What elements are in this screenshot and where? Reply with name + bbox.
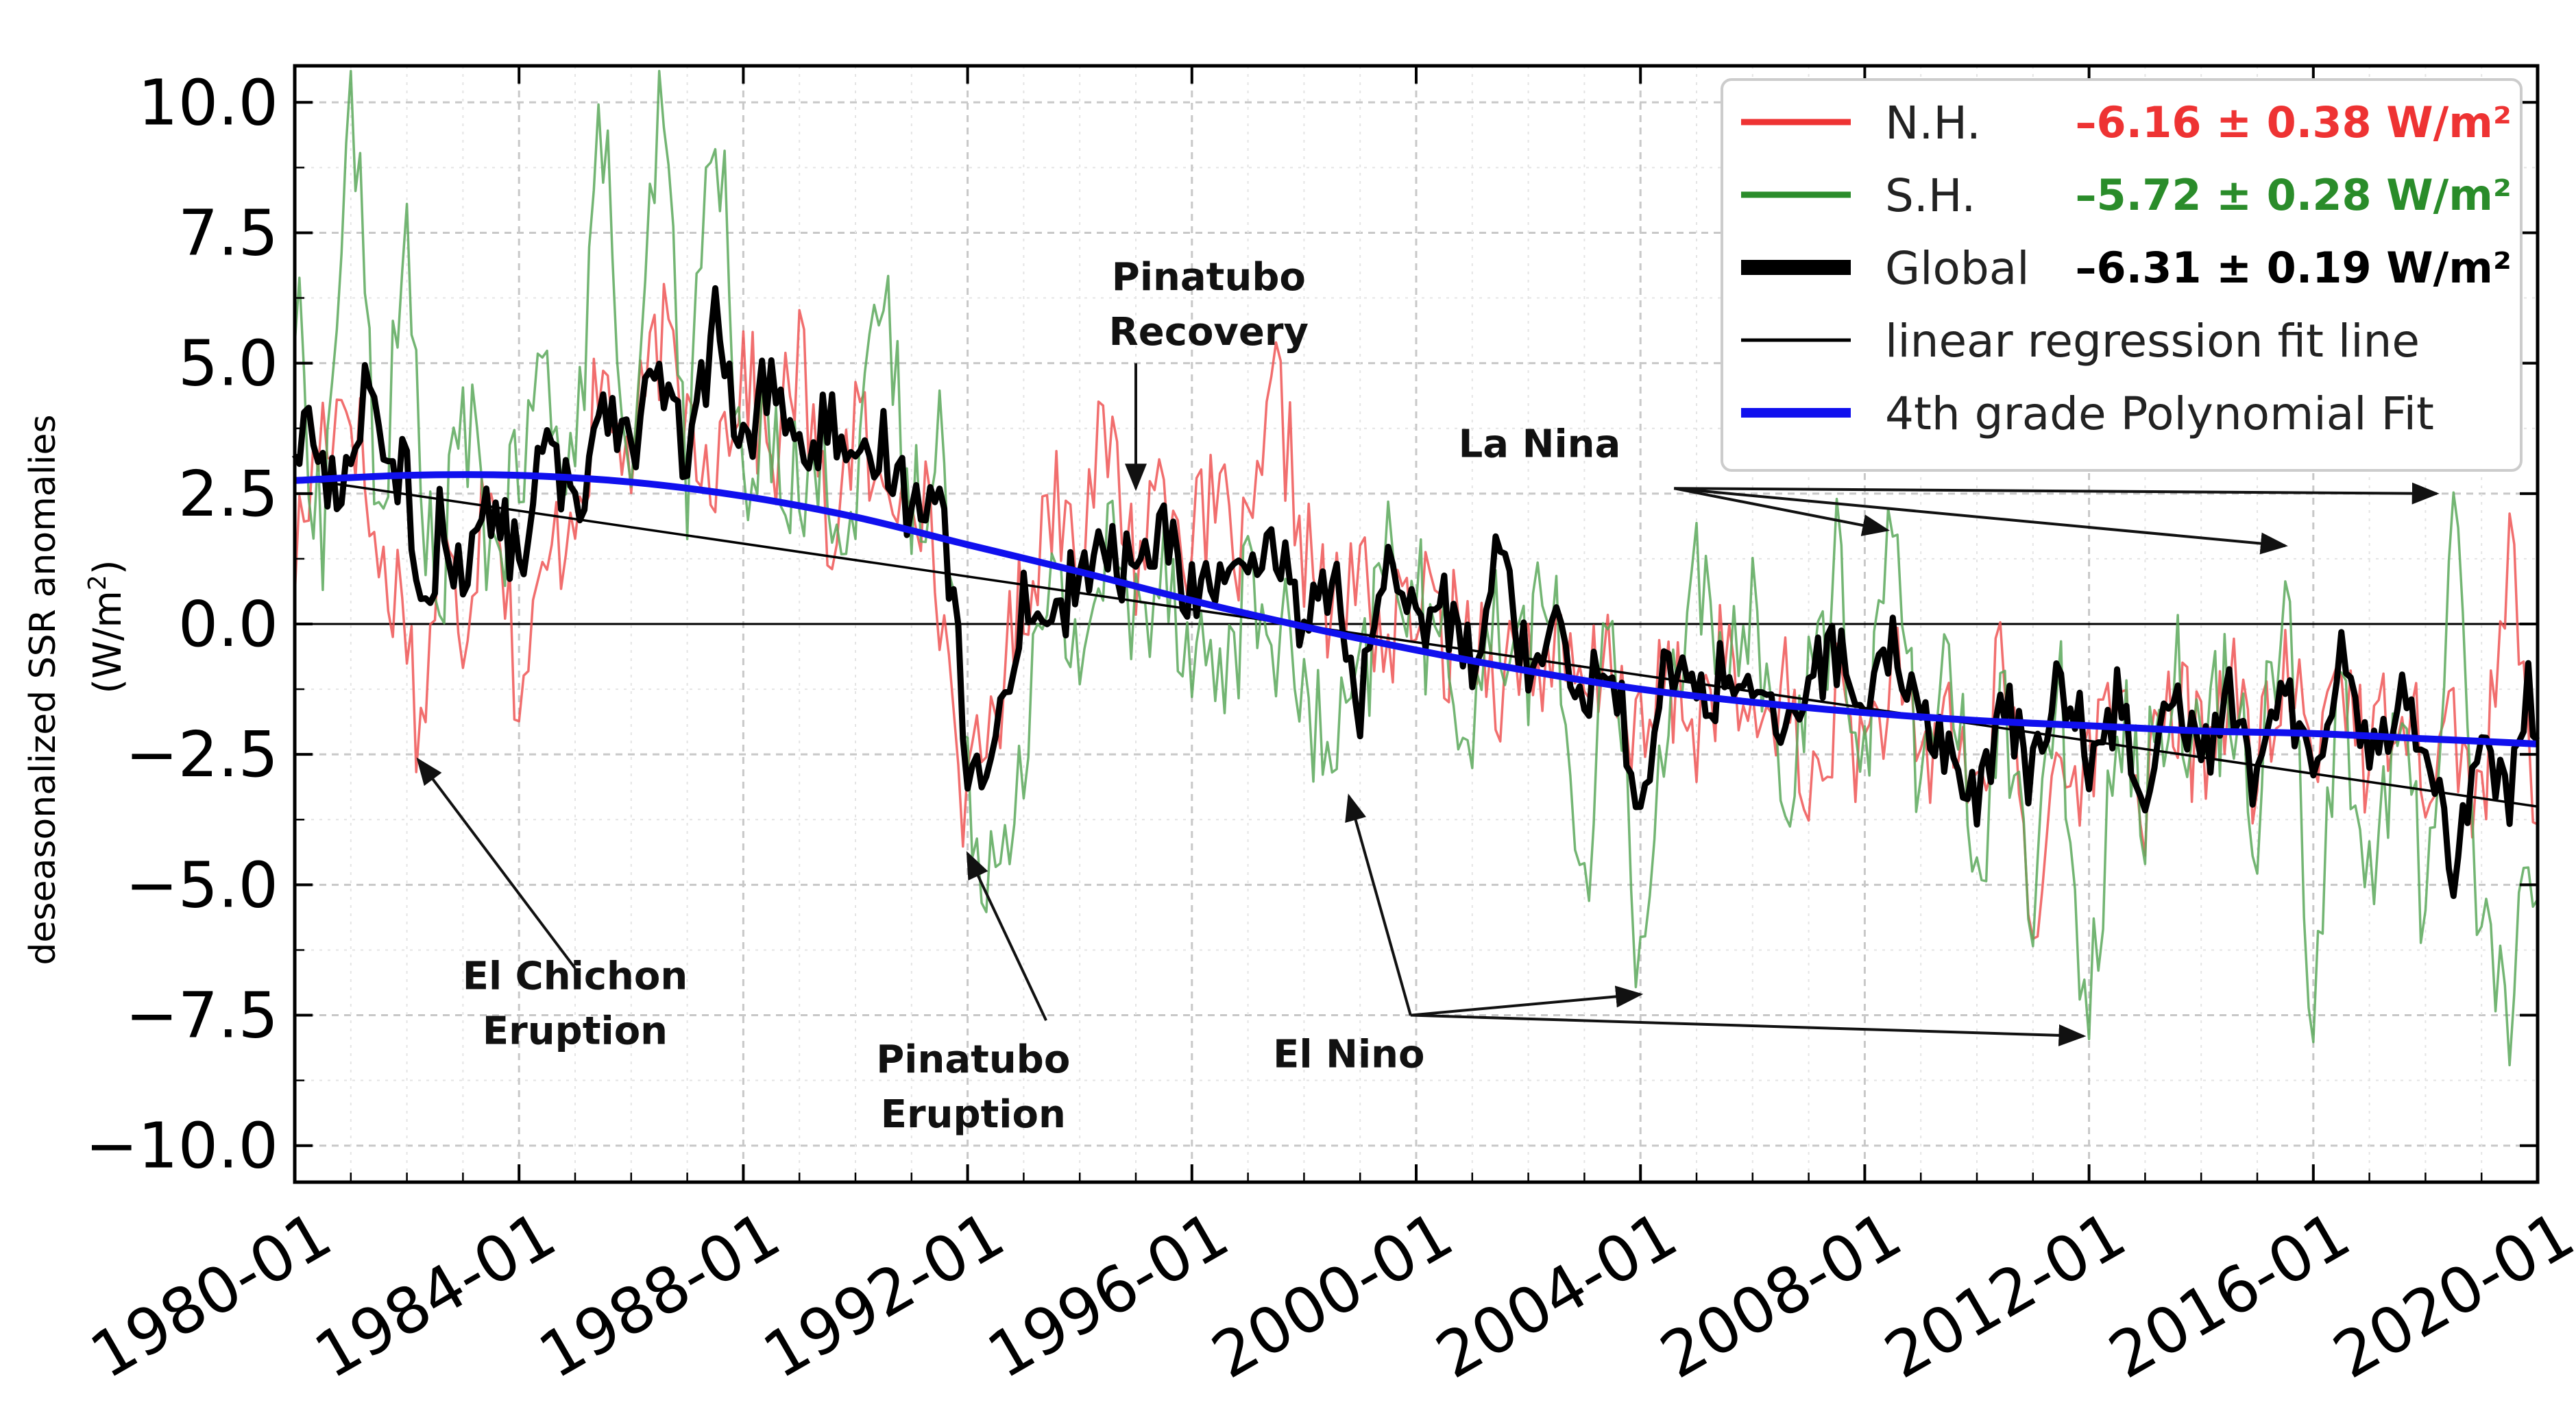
legend: N.H. –6.16 ± 0.38 W/m² S.H. –5.72 ± 0.28 W/… xyxy=(1721,78,2523,472)
legend-label: N.H. xyxy=(1885,97,1981,149)
y-axis-unit: (W/m2) xyxy=(84,560,130,693)
annotation-arrow xyxy=(1673,487,1891,536)
y-unit-close: ) xyxy=(86,560,130,575)
legend-stat: –5.72 ± 0.28 W/m² xyxy=(2076,170,2512,220)
annotation-text: El Nino xyxy=(1273,1033,1424,1077)
annotation-el-chichon-eruption: El Chichon Eruption xyxy=(416,757,688,1054)
annotations: El ChichonEruptionPinatuboEruptionPinatu… xyxy=(416,255,2440,1137)
y-unit-base: (W/m xyxy=(86,590,130,694)
fit-lines xyxy=(294,471,2538,808)
annotation-arrow xyxy=(1674,482,2440,505)
y-unit-sup: 2 xyxy=(84,575,112,590)
annotation-text: Eruption xyxy=(483,1009,668,1054)
annotation-arrow xyxy=(1674,487,2288,555)
y-axis-title: deseasonalized SSR anomalies xyxy=(23,414,64,965)
annotation-arrow xyxy=(1345,793,1412,1016)
annotation-text: Recovery xyxy=(1109,310,1309,355)
y-tick-label: 5.0 xyxy=(178,327,278,400)
y-tick-label: −5.0 xyxy=(125,848,278,922)
linear-regression-line xyxy=(294,477,2538,808)
legend-label: Global xyxy=(1885,242,2030,295)
y-axis-unit-text: (W/m2) xyxy=(84,560,130,693)
legend-stat: –6.16 ± 0.38 W/m² xyxy=(2076,97,2512,147)
y-tick-label: 10.0 xyxy=(138,66,278,139)
y-tick-label: −10.0 xyxy=(85,1109,278,1183)
annotation-arrow xyxy=(966,851,1047,1022)
legend-label: linear regression fit line xyxy=(1885,315,2420,368)
series-line-global xyxy=(292,285,2540,900)
annotation-arrow xyxy=(416,757,576,970)
legend-label: S.H. xyxy=(1885,169,1976,222)
y-tick-label: 7.5 xyxy=(178,196,278,269)
annotation-arrow xyxy=(1410,1013,2087,1046)
y-tick-label: −7.5 xyxy=(125,979,278,1053)
legend-label: 4th grade Polynomial Fit xyxy=(1885,387,2434,440)
annotation-el-nino: El Nino xyxy=(1273,793,2087,1077)
annotation-arrow xyxy=(1410,985,1644,1017)
y-axis-label: deseasonalized SSR anomalies xyxy=(23,414,64,965)
annotation-text: El Chichon xyxy=(463,954,688,999)
legend-stat: –6.31 ± 0.19 W/m² xyxy=(2076,243,2512,293)
polynomial-fit-line xyxy=(294,471,2538,747)
y-tick-label: −2.5 xyxy=(125,718,278,791)
legend-box xyxy=(1721,78,2523,472)
annotation-text: Pinatubo xyxy=(876,1037,1070,1082)
annotation-pinatubo-eruption: Pinatubo Eruption xyxy=(876,851,1070,1137)
annotation-pinatubo-recovery: Pinatubo Recovery xyxy=(1109,255,1309,492)
y-tick-label: 2.5 xyxy=(178,457,278,531)
annotation-text: La Nina xyxy=(1459,422,1621,467)
annotation-text: Eruption xyxy=(881,1092,1066,1137)
annotation-la-nina: La Nina xyxy=(1459,422,2440,555)
annotation-text: Pinatubo xyxy=(1112,255,1306,300)
y-tick-label: 0.0 xyxy=(178,588,278,661)
legend-entries: N.H. –6.16 ± 0.38 W/m² S.H. –5.72 ± 0.28 W/… xyxy=(1741,97,2512,440)
